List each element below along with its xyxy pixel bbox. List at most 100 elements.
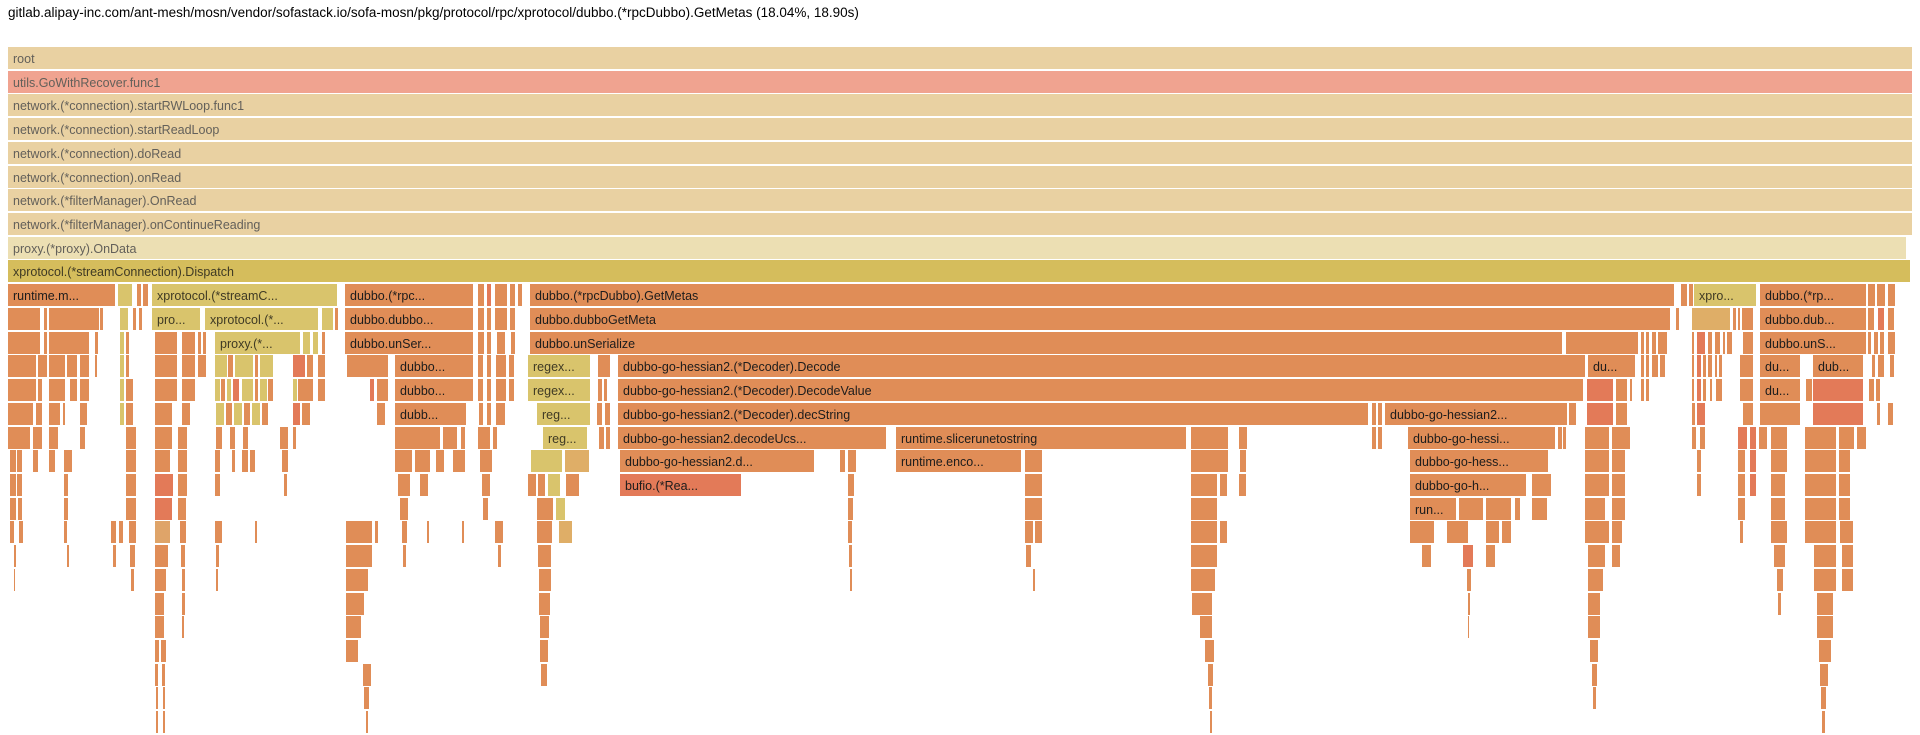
- flame-frame[interactable]: [1727, 331, 1732, 354]
- flame-frame[interactable]: [49, 426, 58, 449]
- flame-frame[interactable]: [10, 450, 16, 473]
- flame-frame[interactable]: [156, 711, 158, 734]
- flame-frame-pro[interactable]: pro...: [152, 307, 200, 330]
- flame-frame-regex[interactable]: regex...: [528, 379, 590, 402]
- flame-frame[interactable]: [1641, 331, 1644, 354]
- flame-frame[interactable]: [403, 545, 406, 568]
- flame-frame[interactable]: [1819, 640, 1831, 662]
- flame-frame[interactable]: [1220, 473, 1227, 496]
- flame-frame[interactable]: [49, 402, 60, 425]
- flame-frame[interactable]: [155, 521, 170, 544]
- flame-frame[interactable]: [1566, 331, 1638, 354]
- flame-frame-run[interactable]: run...: [1410, 497, 1456, 520]
- flame-frame[interactable]: [483, 497, 488, 520]
- flame-frame[interactable]: [244, 402, 250, 425]
- flame-frame-dubbo-go-hessian2-decoder-decstring[interactable]: dubbo-go-hessian2.(*Decoder).decString: [618, 402, 1368, 425]
- flame-frame[interactable]: [1588, 616, 1600, 639]
- flame-frame[interactable]: [1676, 307, 1679, 330]
- flame-frame[interactable]: [111, 521, 116, 544]
- flame-frame[interactable]: [539, 592, 550, 615]
- flame-frame-network-connection-startreadloop[interactable]: network.(*connection).startReadLoop: [8, 118, 1912, 141]
- flame-frame[interactable]: [120, 355, 124, 378]
- flame-frame[interactable]: [126, 473, 136, 496]
- flame-frame[interactable]: [178, 450, 187, 473]
- flame-frame[interactable]: [1239, 426, 1247, 449]
- flame-frame[interactable]: [1646, 355, 1649, 378]
- flame-frame[interactable]: [216, 545, 219, 568]
- flame-frame[interactable]: [118, 284, 132, 307]
- flame-frame[interactable]: [346, 640, 358, 662]
- flame-frame[interactable]: [1612, 426, 1630, 449]
- flame-frame[interactable]: [1742, 307, 1753, 330]
- flame-frame[interactable]: [1585, 497, 1605, 520]
- flame-frame[interactable]: [19, 521, 23, 544]
- flame-frame[interactable]: [1723, 331, 1725, 354]
- flame-frame[interactable]: [398, 473, 410, 496]
- flame-frame[interactable]: [1588, 592, 1600, 615]
- flame-frame[interactable]: [1646, 379, 1649, 402]
- flame-frame[interactable]: [1805, 473, 1836, 496]
- flame-frame[interactable]: [268, 379, 273, 402]
- flame-frame[interactable]: [415, 450, 430, 473]
- flame-frame[interactable]: [17, 450, 22, 473]
- flame-frame-dubbo-dubbo[interactable]: dubbo.dubbo...: [345, 307, 473, 330]
- flame-frame[interactable]: [1463, 545, 1473, 568]
- flame-frame[interactable]: [1692, 355, 1694, 378]
- flame-frame[interactable]: [1240, 450, 1246, 473]
- flame-frame[interactable]: [598, 355, 610, 378]
- flame-frame[interactable]: [322, 331, 325, 354]
- flame-frame[interactable]: [849, 545, 852, 568]
- flame-frame[interactable]: [182, 379, 195, 402]
- flame-frame[interactable]: [1587, 402, 1613, 425]
- flame-frame-reg[interactable]: reg...: [537, 402, 590, 425]
- flame-frame-xpro[interactable]: xpro...: [1694, 284, 1756, 307]
- flame-frame[interactable]: [155, 616, 164, 639]
- flame-frame[interactable]: [850, 568, 852, 591]
- flame-frame[interactable]: [156, 687, 158, 710]
- flame-frame[interactable]: [1587, 379, 1613, 402]
- flame-frame[interactable]: [126, 355, 129, 378]
- flame-frame[interactable]: [1630, 379, 1632, 402]
- flame-frame[interactable]: [10, 473, 16, 496]
- flame-frame[interactable]: [482, 473, 490, 496]
- flame-frame[interactable]: [155, 402, 172, 425]
- flame-frame[interactable]: [1868, 307, 1874, 330]
- flame-frame[interactable]: [67, 545, 69, 568]
- flame-frame-dubbo-go-hessi[interactable]: dubbo-go-hessi...: [1408, 426, 1555, 449]
- flame-frame[interactable]: [1191, 450, 1228, 473]
- flame-frame[interactable]: [198, 331, 201, 354]
- flame-frame[interactable]: [1486, 497, 1511, 520]
- flame-frame[interactable]: [1641, 355, 1644, 378]
- flame-frame[interactable]: [1738, 497, 1745, 520]
- flame-frame[interactable]: [1447, 521, 1468, 544]
- flame-frame[interactable]: [1880, 331, 1884, 354]
- flame-frame[interactable]: [1743, 402, 1753, 425]
- flame-frame[interactable]: [487, 379, 491, 402]
- flame-frame[interactable]: [1652, 355, 1658, 378]
- flame-frame[interactable]: [203, 331, 206, 354]
- flame-frame[interactable]: [129, 521, 136, 544]
- flame-frame[interactable]: [126, 426, 136, 449]
- flame-frame[interactable]: [548, 473, 560, 496]
- flame-frame[interactable]: [1372, 426, 1376, 449]
- flame-frame[interactable]: [139, 307, 142, 330]
- flame-frame[interactable]: [510, 307, 515, 330]
- flame-frame[interactable]: [36, 402, 42, 425]
- flame-frame[interactable]: [8, 307, 40, 330]
- flame-frame[interactable]: [1813, 402, 1863, 425]
- flame-frame[interactable]: [1532, 473, 1551, 496]
- flame-frame[interactable]: [1715, 331, 1720, 354]
- flame-frame[interactable]: [255, 521, 257, 544]
- flame-frame[interactable]: [1839, 497, 1850, 520]
- flame-frame[interactable]: [216, 426, 222, 449]
- flame-frame[interactable]: [1868, 284, 1875, 307]
- flame-frame-network-connection-doread[interactable]: network.(*connection).doRead: [8, 141, 1912, 164]
- flame-frame-du[interactable]: du...: [1588, 355, 1635, 378]
- flame-frame[interactable]: [8, 331, 40, 354]
- flame-frame[interactable]: [1612, 521, 1622, 544]
- flame-frame-dubbo-unserialize[interactable]: dubbo.unSerialize: [530, 331, 1562, 354]
- flame-frame[interactable]: [1868, 331, 1871, 354]
- flame-frame[interactable]: [1878, 307, 1884, 330]
- flame-frame[interactable]: [1660, 355, 1665, 378]
- flame-frame[interactable]: [293, 402, 300, 425]
